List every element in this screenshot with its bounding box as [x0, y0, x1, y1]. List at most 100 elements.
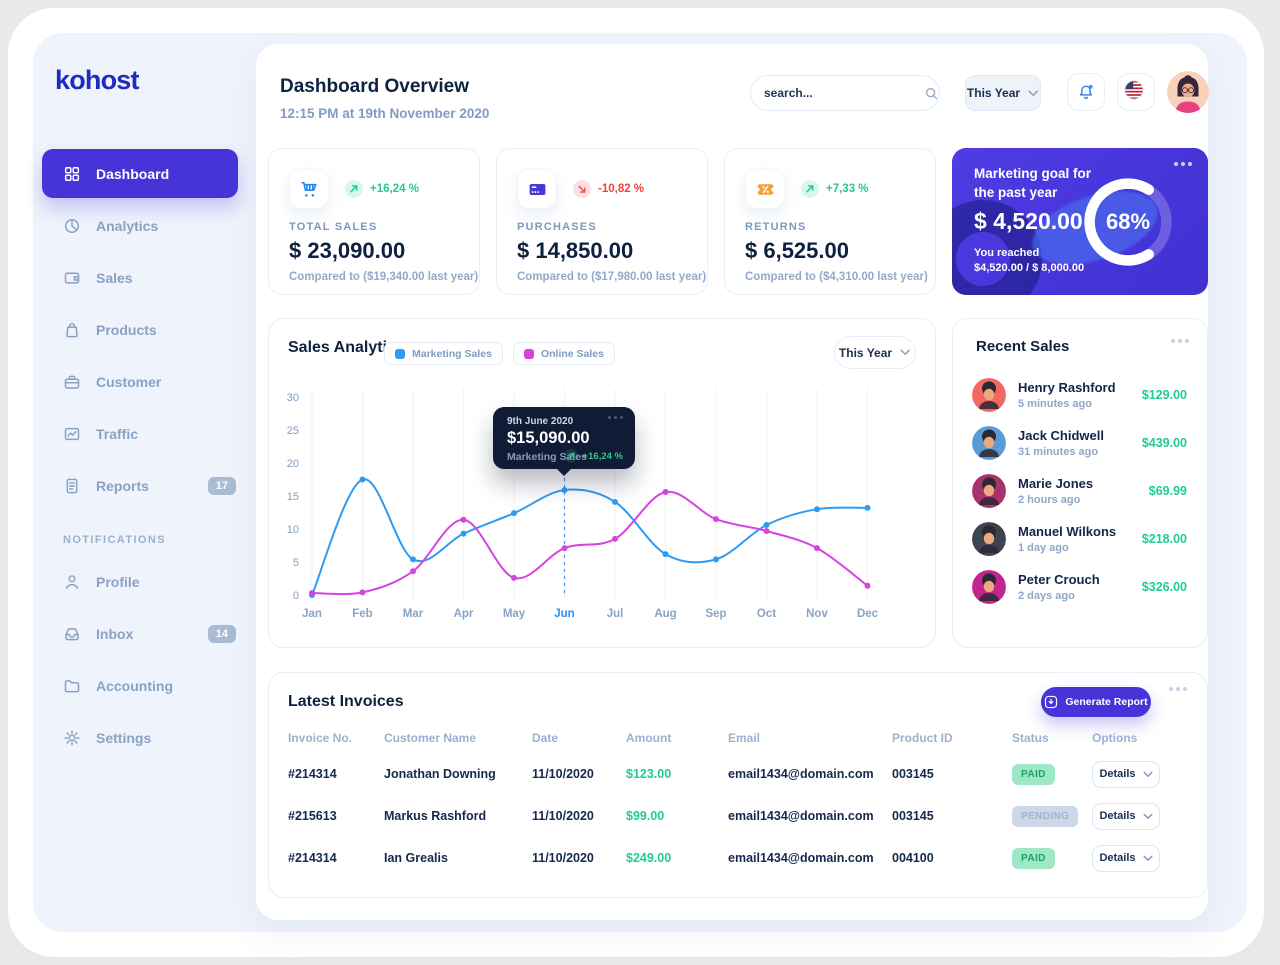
chevron-down-icon	[1143, 813, 1153, 820]
period-dropdown-value: This Year	[966, 86, 1021, 100]
stat-compare: Compared to ($19,340.00 last year)	[289, 271, 479, 283]
chart-legend: Marketing Sales Online Sales	[384, 342, 615, 365]
stat-card-total-sales: +16,24 % TOTAL SALES $ 23,090.00 Compare…	[268, 148, 480, 295]
stat-title: RETURNS	[745, 221, 807, 233]
analytics-icon	[63, 217, 81, 235]
svg-text:25: 25	[287, 425, 299, 437]
invoice-no: #214314	[288, 851, 337, 865]
tooltip-series: Marketing Sales	[507, 451, 587, 463]
cart-icon	[289, 169, 329, 209]
svg-text:30: 30	[287, 392, 299, 404]
customer-name: Markus Rashford	[384, 809, 487, 823]
column-header: Email	[728, 731, 761, 745]
legend-swatch	[523, 348, 534, 359]
chart-period-dropdown[interactable]: This Year	[834, 336, 916, 369]
sidebar-item-settings[interactable]: Settings	[33, 712, 256, 764]
svg-text:May: May	[503, 608, 526, 620]
stat-amount: $ 23,090.00	[289, 238, 406, 263]
period-dropdown[interactable]: This Year	[965, 75, 1041, 111]
column-header: Amount	[626, 731, 672, 745]
arrow-up-right-icon	[801, 180, 819, 198]
legend-online-sales[interactable]: Online Sales	[512, 342, 615, 365]
sidebar-item-label: Traffic	[96, 426, 139, 442]
sidebar-item-inbox[interactable]: Inbox 14	[33, 608, 256, 660]
invoice-amount: $123.00	[626, 767, 672, 781]
list-item[interactable]: Manuel Wilkons 1 day ago $218.00	[953, 515, 1207, 563]
goal-menu-ellipsis-icon[interactable]	[1174, 162, 1192, 166]
brand-logo: kohost	[55, 65, 140, 95]
column-header: Customer Name	[384, 731, 477, 745]
customer-name: Ian Grealis	[384, 851, 448, 865]
list-item[interactable]: Peter Crouch 2 days ago $326.00	[953, 563, 1207, 611]
stat-title: TOTAL SALES	[289, 221, 378, 233]
status-badge: PAID	[1012, 847, 1055, 869]
invoice-amount: $99.00	[626, 809, 665, 823]
sidebar-item-label: Analytics	[96, 218, 159, 234]
sidebar-item-products[interactable]: Products	[33, 304, 256, 356]
generate-report-button[interactable]: Generate Report	[1041, 687, 1151, 717]
sidebar-item-label: Products	[96, 322, 157, 338]
sidebar-item-label: Inbox	[96, 626, 134, 642]
status-badge: PENDING	[1012, 805, 1079, 827]
avatar	[972, 522, 1006, 556]
details-dropdown[interactable]: Details	[1092, 802, 1160, 830]
invoice-email: email1434@domain.com	[728, 851, 874, 865]
goal-reached: You reached $4,520.00 / $ 8,000.00	[974, 247, 1085, 274]
credit-card-icon	[517, 169, 557, 209]
search-icon[interactable]	[924, 86, 939, 101]
trend-badge: -10,82 %	[573, 180, 644, 198]
tooltip-ellipsis-icon[interactable]	[608, 416, 623, 419]
list-item[interactable]: Jack Chidwell 31 minutes ago $439.00	[953, 419, 1207, 467]
sidebar-item-label: Profile	[96, 574, 140, 590]
page-subtitle: 12:15 PM at 19th November 2020	[280, 106, 490, 121]
arrow-up-right-icon	[563, 449, 578, 463]
us-flag-icon	[1124, 80, 1148, 104]
recent-sales-title: Recent Sales	[976, 338, 1070, 355]
tooltip-trend: +16,24 %	[563, 449, 623, 463]
svg-text:Nov: Nov	[806, 608, 828, 620]
status-badge: PAID	[1012, 763, 1055, 785]
chevron-down-icon	[1143, 771, 1153, 778]
avatar	[972, 474, 1006, 508]
sidebar-item-customer[interactable]: Customer	[33, 356, 256, 408]
invoice-no: #214314	[288, 767, 337, 781]
language-flag-button[interactable]	[1117, 73, 1155, 111]
details-dropdown[interactable]: Details	[1092, 760, 1160, 788]
avatar	[972, 426, 1006, 460]
notifications-bell-button[interactable]	[1067, 73, 1105, 111]
sidebar-item-profile[interactable]: Profile	[33, 556, 256, 608]
sidebar-item-sales[interactable]: Sales	[33, 252, 256, 304]
sidebar-item-traffic[interactable]: Traffic	[33, 408, 256, 460]
list-item[interactable]: Marie Jones 2 hours ago $69.99	[953, 467, 1207, 515]
sidebar-item-accounting[interactable]: Accounting	[33, 660, 256, 712]
user-avatar[interactable]	[1167, 71, 1209, 113]
sidebar-item-analytics[interactable]: Analytics	[33, 200, 256, 252]
sidebar-item-reports[interactable]: Reports 17	[33, 460, 256, 512]
app-background: kohost Dashboard Analytics Sales Product…	[33, 33, 1247, 932]
stat-title: PURCHASES	[517, 221, 597, 233]
shopping-bag-icon	[63, 321, 81, 339]
details-dropdown[interactable]: Details	[1092, 844, 1160, 872]
customer-name: Jonathan Downing	[384, 767, 496, 781]
sidebar-item-label: Reports	[96, 478, 149, 494]
chevron-down-icon	[1143, 855, 1153, 862]
search-input[interactable]	[764, 86, 924, 100]
column-header: Options	[1092, 731, 1138, 745]
search-box	[750, 75, 940, 111]
invoices-ellipsis-icon[interactable]	[1169, 687, 1187, 691]
column-header: Product ID	[892, 731, 953, 745]
chevron-down-icon	[1028, 90, 1039, 97]
sales-analytics-chart: 0 5 10 15 20 25 30 Jan Feb Mar Apr May Jun Jul Aug Sep O…	[287, 389, 879, 620]
legend-marketing-sales[interactable]: Marketing Sales	[384, 342, 503, 365]
trend-badge: +16,24 %	[345, 180, 419, 198]
recent-sales-ellipsis-icon[interactable]	[1171, 339, 1189, 343]
invoice-amount: $249.00	[626, 851, 672, 865]
sidebar-item-dashboard[interactable]: Dashboard	[42, 149, 238, 198]
goal-percent: 68%	[1105, 209, 1151, 234]
window-frame: kohost Dashboard Analytics Sales Product…	[8, 8, 1264, 957]
list-item[interactable]: Henry Rashford 5 minutes ago $129.00	[953, 371, 1207, 419]
recent-sales-card: Recent Sales Henry Rashford 5 minutes ago…	[952, 318, 1208, 648]
sidebar-item-label: Sales	[96, 270, 133, 286]
chevron-down-icon	[900, 349, 911, 356]
column-header: Invoice No.	[288, 731, 353, 745]
